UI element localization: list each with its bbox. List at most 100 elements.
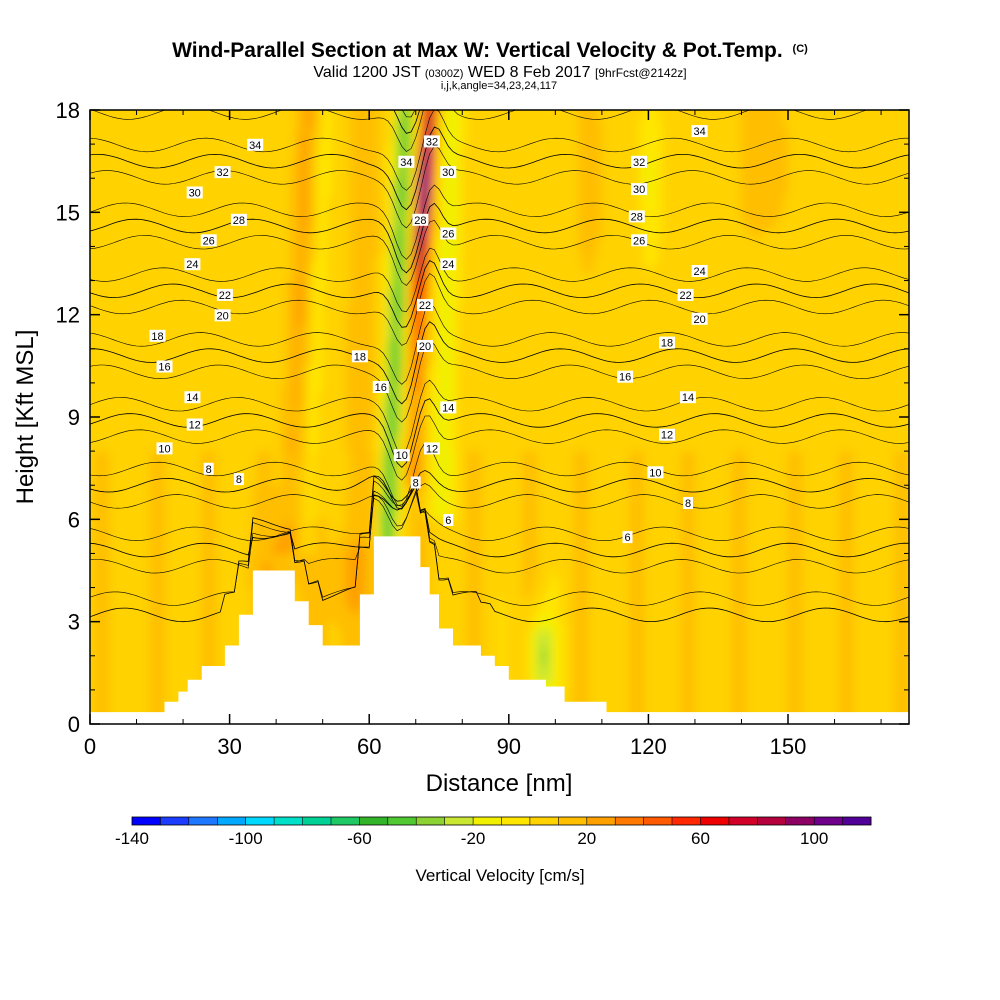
- field-cell: [81, 178, 86, 187]
- field-cell: [113, 118, 119, 128]
- field-cell: [169, 544, 175, 554]
- field-cell: [262, 272, 268, 282]
- field-cell: [308, 442, 314, 452]
- field-cell: [378, 348, 384, 358]
- field-cell: [127, 169, 133, 179]
- field-cell: [383, 374, 389, 384]
- field-cell: [313, 246, 319, 256]
- field-cell: [146, 93, 151, 102]
- field-cell: [141, 365, 147, 375]
- field-cell: [359, 195, 366, 205]
- field-cell: [234, 246, 240, 256]
- field-cell: [327, 596, 333, 606]
- field-cell: [304, 118, 310, 128]
- field-cell: [145, 255, 152, 265]
- field-cell: [131, 220, 138, 230]
- field-cell: [252, 527, 259, 537]
- field-cell: [369, 229, 375, 239]
- field-cell: [252, 220, 259, 230]
- field-cell: [327, 289, 333, 299]
- field-cell: [290, 263, 296, 273]
- field-cell: [127, 255, 133, 265]
- field-cell: [276, 733, 281, 742]
- field-cell: [192, 229, 198, 239]
- field-cell: [244, 93, 249, 102]
- field-cell: [341, 510, 347, 520]
- field-cell: [164, 110, 170, 111]
- field-cell: [141, 391, 147, 401]
- field-cell: [145, 459, 152, 469]
- field-cell: [234, 527, 240, 537]
- field-cell: [141, 382, 147, 392]
- field-cell: [271, 459, 277, 469]
- field-cell: [164, 502, 170, 512]
- field-cell: [322, 323, 328, 333]
- field-cell: [127, 672, 133, 682]
- field-cell: [252, 399, 259, 409]
- field-cell: [243, 434, 249, 444]
- field-cell: [145, 536, 152, 546]
- field-cell: [280, 357, 287, 367]
- field-cell: [206, 195, 212, 205]
- field-cell: [276, 468, 282, 478]
- field-cell: [360, 724, 365, 733]
- field-cell: [238, 527, 245, 537]
- field-cell: [141, 289, 147, 299]
- field-cell: [155, 579, 161, 589]
- field-cell: [322, 169, 328, 179]
- field-cell: [90, 186, 96, 196]
- field-cell: [304, 289, 310, 299]
- field-cell: [318, 348, 324, 358]
- field-cell: [81, 127, 86, 136]
- field-cell: [141, 314, 147, 324]
- field-cell: [90, 476, 96, 486]
- field-cell: [318, 93, 323, 102]
- field-cell: [81, 289, 86, 298]
- field-cell: [257, 229, 263, 239]
- field-cell: [164, 110, 170, 120]
- field-cell: [90, 93, 95, 102]
- field-cell: [252, 408, 259, 418]
- field-cell: [131, 323, 138, 333]
- field-cell: [197, 442, 203, 452]
- field-cell: [318, 289, 324, 299]
- field-cell: [94, 237, 100, 247]
- field-cell: [215, 110, 221, 111]
- field-cell: [299, 340, 305, 350]
- field-cell: [117, 553, 124, 563]
- field-cell: [159, 647, 166, 657]
- field-cell: [117, 638, 124, 648]
- field-cell: [257, 178, 263, 188]
- field-cell: [174, 733, 179, 742]
- field-cell: [122, 272, 128, 282]
- field-cell: [169, 246, 175, 256]
- field-cell: [266, 382, 273, 392]
- field-cell: [183, 246, 189, 256]
- field-cell: [299, 314, 305, 324]
- field-cell: [220, 527, 226, 537]
- field-cell: [117, 323, 124, 333]
- field-cell: [169, 212, 175, 222]
- field-cell: [178, 544, 184, 554]
- field-cell: [131, 365, 138, 375]
- field-cell: [350, 314, 356, 324]
- field-cell: [159, 655, 166, 665]
- field-cell: [169, 434, 175, 444]
- field-cell: [336, 527, 342, 537]
- field-cell: [276, 502, 282, 512]
- field-cell: [224, 186, 231, 196]
- field-cell: [155, 399, 161, 409]
- field-cell: [318, 408, 324, 418]
- field-cell: [299, 417, 305, 427]
- field-cell: [99, 587, 105, 597]
- field-cell: [131, 613, 138, 623]
- field-cell: [211, 357, 217, 367]
- field-cell: [155, 706, 161, 716]
- field-cell: [113, 655, 119, 665]
- field-cell: [271, 468, 277, 478]
- field-cell: [117, 297, 124, 307]
- field-cell: [150, 502, 156, 512]
- field-cell: [327, 527, 333, 537]
- field-cell: [285, 417, 291, 427]
- field-cell: [136, 570, 142, 580]
